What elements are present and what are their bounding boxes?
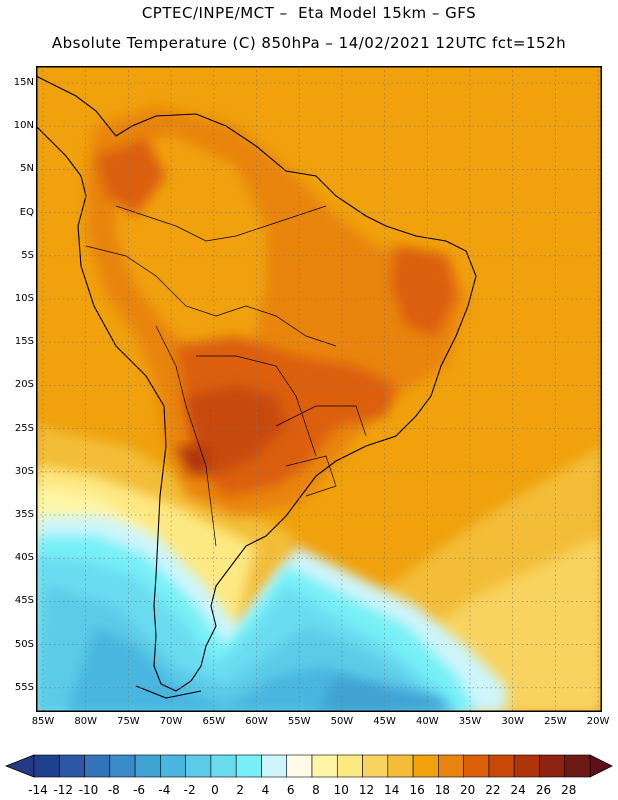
border-chile-argentina bbox=[155, 325, 217, 547]
lon-tick-label: 65W bbox=[202, 716, 226, 727]
colorbar-over-triangle bbox=[589, 754, 613, 778]
map-frame bbox=[36, 66, 602, 712]
colorbar-cell bbox=[362, 754, 389, 778]
lon-tick-label: 85W bbox=[31, 716, 55, 727]
colorbar-cell bbox=[185, 754, 212, 778]
colorbar-tick-label: -10 bbox=[78, 783, 99, 797]
border-peru-brazil bbox=[85, 245, 337, 347]
colorbar-tick-label: 28 bbox=[561, 783, 577, 797]
colorbar-cell bbox=[58, 754, 85, 778]
border-north bbox=[115, 205, 327, 242]
colorbar-tick-label: 4 bbox=[261, 783, 270, 797]
field-zone-22-nw bbox=[96, 136, 166, 216]
colorbar-tick-label: 2 bbox=[236, 783, 244, 797]
colorbar-cell bbox=[235, 754, 262, 778]
lat-tick-label: 35S bbox=[14, 509, 34, 520]
colorbar-tick-label: -8 bbox=[107, 783, 120, 797]
lat-tick-label: 10N bbox=[13, 120, 34, 132]
map-title: CPTEC/INPE/MCT – Eta Model 15km – GFS bbox=[141, 4, 477, 22]
temperature-map bbox=[36, 66, 602, 712]
colorbar-tick-label: 14 bbox=[384, 783, 400, 797]
colorbar-cell bbox=[539, 754, 566, 778]
colorbar-cell bbox=[336, 754, 363, 778]
colorbar-cell bbox=[261, 754, 288, 778]
lon-tick-label: 60W bbox=[245, 716, 268, 727]
lat-tick-label: 45S bbox=[14, 595, 34, 607]
temperature-field bbox=[36, 66, 602, 712]
lon-tick-label: 70W bbox=[159, 716, 183, 727]
lon-tick-label: 35W bbox=[458, 716, 482, 727]
lat-tick-label: 25S bbox=[14, 422, 34, 434]
country-borders bbox=[85, 205, 367, 547]
colorbar-tick-label: -14 bbox=[28, 783, 48, 797]
lat-tick-label: 20S bbox=[14, 379, 34, 391]
lon-tick-label: 75W bbox=[117, 716, 140, 727]
colorbar-tick-label: 12 bbox=[358, 783, 375, 797]
colorbar-tick-label: 26 bbox=[535, 783, 552, 797]
colorbar-tick-label: 6 bbox=[286, 783, 295, 797]
colorbar-cell bbox=[564, 754, 591, 778]
colorbar-cell bbox=[438, 754, 464, 778]
colorbar-tick-label: 10 bbox=[333, 783, 349, 797]
colorbar-cell bbox=[463, 754, 490, 778]
colorbar-under-triangle bbox=[4, 754, 35, 778]
field-zone-24 bbox=[186, 386, 286, 476]
lat-tick-label: 30S bbox=[14, 465, 34, 477]
lat-tick-label: 5S bbox=[21, 249, 34, 261]
colorbar-tick-label: 16 bbox=[409, 783, 425, 797]
colorbar-tick-label: 24 bbox=[510, 783, 526, 797]
colorbar-tick-label: 20 bbox=[459, 783, 476, 797]
colorbar-tick-label: -2 bbox=[183, 783, 196, 797]
field-zone-18-amazon bbox=[116, 136, 266, 366]
continent-outline bbox=[36, 75, 477, 692]
colorbar-cell bbox=[160, 754, 186, 778]
colorbar-cell bbox=[513, 754, 540, 778]
colorbar-tick-label: 8 bbox=[312, 783, 320, 797]
lon-tick-label: 30W bbox=[501, 716, 524, 727]
colorbar bbox=[4, 754, 613, 778]
lat-tick-label: 15S bbox=[14, 336, 34, 348]
colorbar-cell bbox=[134, 754, 161, 778]
colorbar-cell bbox=[33, 754, 60, 778]
lat-tick-label: 5N bbox=[20, 163, 34, 175]
lat-tick-label: 55S bbox=[14, 681, 34, 693]
lon-tick-label: 20W bbox=[586, 716, 610, 727]
map-subtitle: Absolute Temperature (C) 850hPa – 14/02/… bbox=[51, 34, 567, 52]
colorbar-cell bbox=[286, 754, 313, 778]
colorbar-cell bbox=[109, 754, 136, 778]
lat-tick-label: 10S bbox=[14, 293, 34, 304]
lat-tick-label: EQ bbox=[19, 206, 34, 218]
lon-tick-label: 25W bbox=[544, 716, 567, 727]
colorbar-cell bbox=[412, 754, 439, 778]
colorbar-cell bbox=[84, 754, 111, 778]
colorbar-tick-label: -4 bbox=[158, 783, 171, 797]
field-zone-22-ne bbox=[391, 246, 456, 336]
border-bolivia bbox=[196, 355, 317, 457]
lon-tick-label: 40W bbox=[415, 716, 439, 727]
colorbar-cell bbox=[387, 754, 414, 778]
colorbar-tick-label: -12 bbox=[53, 783, 74, 797]
field-zone-26 bbox=[176, 446, 211, 476]
lat-tick-label: 40S bbox=[14, 552, 34, 564]
lon-tick-label: 80W bbox=[74, 716, 97, 727]
lat-tick-label: 15N bbox=[13, 77, 34, 88]
border-paraguay bbox=[275, 405, 367, 437]
coastline bbox=[36, 75, 477, 699]
colorbar-cell bbox=[488, 754, 515, 778]
colorbar-cell bbox=[210, 754, 237, 778]
lon-tick-label: 50W bbox=[330, 716, 354, 727]
lon-tick-label: 45W bbox=[373, 716, 396, 727]
lat-tick-label: 50S bbox=[14, 638, 34, 650]
tierra-del-fuego bbox=[135, 685, 202, 699]
colorbar-tick-label: -6 bbox=[133, 783, 146, 797]
colorbar-cell bbox=[311, 754, 338, 778]
colorbar-tick-label: 0 bbox=[211, 783, 219, 797]
lon-tick-label: 55W bbox=[287, 716, 311, 727]
colorbar-tick-label: 18 bbox=[434, 783, 450, 797]
border-uruguay bbox=[285, 455, 337, 497]
field-zone-neg4 bbox=[316, 676, 456, 712]
colorbar-tick-label: 22 bbox=[485, 783, 501, 797]
